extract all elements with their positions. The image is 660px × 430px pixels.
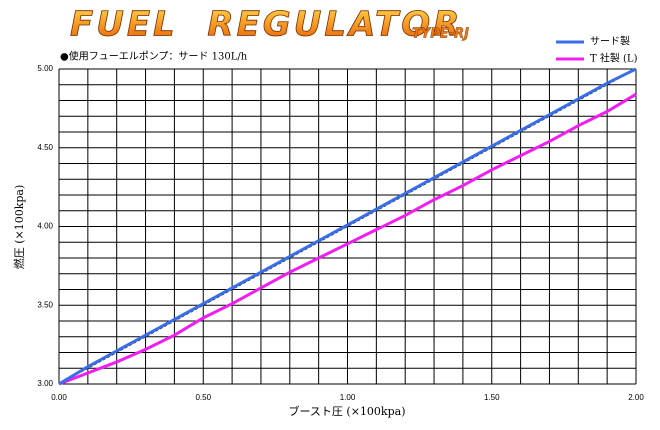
x-tick-label: 0.00 [51, 393, 67, 402]
x-tick-label: 2.00 [628, 393, 644, 402]
y-tick-label: 5.00 [37, 64, 53, 73]
x-axis-label: ブースト圧 (×100kpa) [288, 404, 405, 418]
x-tick-label: 0.50 [195, 393, 211, 402]
series-line [58, 67, 637, 386]
subtitle: ●使用フューエルポンプ：サード 130L/h [60, 50, 248, 63]
title-suffix: TYPE-RJ [412, 27, 469, 42]
y-tick-label: 3.50 [37, 300, 53, 309]
chart-title: FUEL REGULATOR [70, 5, 462, 45]
legend-label: T 社製 (L) [590, 52, 638, 65]
y-axis-label: 燃圧 (×100kpa) [12, 185, 26, 270]
x-tick-label: 1.00 [340, 393, 356, 402]
legend-label: サード製 [590, 35, 630, 48]
y-tick-label: 4.50 [37, 143, 53, 152]
series-line [58, 92, 637, 386]
y-tick-label: 4.00 [37, 222, 53, 231]
y-tick-label: 3.00 [37, 379, 53, 388]
x-tick-label: 1.50 [484, 393, 500, 402]
